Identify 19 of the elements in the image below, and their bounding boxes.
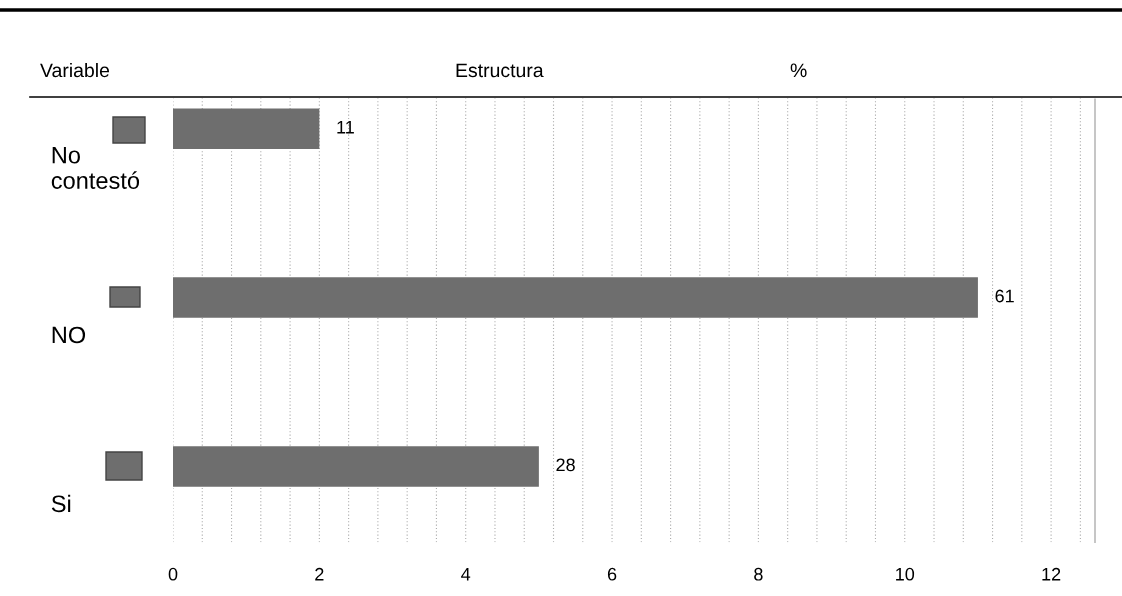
x-tick-label: 0 [168,567,178,581]
annotation: 11 [337,120,354,134]
x-tick-label: 6 [607,567,617,581]
text: Estructura [456,63,544,78]
x-tick-label: 12 [1042,567,1061,581]
x-tick-label: 2 [315,567,324,581]
y-tick-label: No contestó [51,147,140,189]
x-tick-label: 4 [461,568,471,581]
bar [173,277,978,318]
y-tick-label: NO [52,326,86,344]
bar [173,446,539,487]
annotation: 61 [995,289,1014,303]
text: % [790,63,807,78]
x-tick-label: 10 [896,567,915,581]
y-tick-label: Si [51,494,71,513]
annotation: 28 [556,458,575,472]
x-tick-label: 8 [754,567,763,581]
text: Variable [40,62,110,78]
bar [173,108,320,149]
